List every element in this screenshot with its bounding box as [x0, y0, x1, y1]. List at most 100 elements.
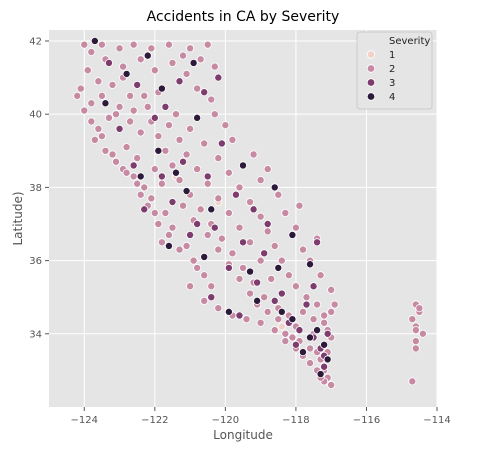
data-point-severity-4 — [189, 58, 198, 67]
data-point-severity-2 — [418, 329, 427, 338]
legend-marker-3 — [366, 78, 376, 87]
legend: Severity 1 2 3 4 — [356, 31, 433, 110]
data-point-severity-2 — [210, 62, 219, 71]
data-point-severity-3 — [214, 73, 223, 82]
data-point-severity-2 — [228, 249, 237, 258]
data-point-severity-2 — [161, 146, 170, 155]
data-point-severity-2 — [235, 223, 244, 232]
data-point-severity-3 — [161, 102, 170, 111]
data-point-severity-2 — [108, 80, 117, 89]
data-point-severity-2 — [126, 91, 135, 100]
data-point-severity-3 — [133, 80, 142, 89]
data-point-severity-3 — [140, 205, 149, 214]
data-point-severity-2 — [217, 234, 226, 243]
data-point-severity-2 — [330, 300, 339, 309]
data-point-severity-2 — [313, 300, 322, 309]
data-point-severity-3 — [129, 161, 138, 170]
data-point-severity-2 — [306, 344, 315, 353]
data-point-severity-3 — [320, 362, 329, 371]
data-point-severity-2 — [147, 194, 156, 203]
data-point-severity-2 — [182, 241, 191, 250]
data-point-severity-3 — [104, 58, 113, 67]
data-point-severity-2 — [104, 113, 113, 122]
data-point-severity-2 — [97, 40, 106, 49]
data-point-severity-2 — [242, 315, 251, 324]
data-point-severity-2 — [320, 311, 329, 320]
data-point-severity-4 — [207, 205, 216, 214]
data-point-severity-4 — [306, 260, 315, 269]
data-point-severity-4 — [316, 370, 325, 379]
data-point-severity-2 — [256, 318, 265, 327]
data-point-severity-4 — [277, 307, 286, 316]
data-point-severity-2 — [87, 117, 96, 126]
data-point-severity-2 — [327, 307, 336, 316]
data-point-severity-2 — [129, 106, 138, 115]
data-point-severity-2 — [80, 40, 89, 49]
data-point-severity-2 — [97, 91, 106, 100]
data-point-severity-2 — [129, 40, 138, 49]
data-point-severity-2 — [309, 315, 318, 324]
data-point-severity-2 — [112, 110, 121, 119]
data-point-severity-2 — [235, 274, 244, 283]
data-point-severity-4 — [306, 333, 315, 342]
data-point-severity-2 — [157, 179, 166, 188]
data-point-severity-2 — [214, 304, 223, 313]
data-point-severity-2 — [270, 241, 279, 250]
data-point-severity-2 — [274, 190, 283, 199]
data-point-severity-2 — [193, 165, 202, 174]
data-point-severity-4 — [298, 348, 307, 357]
data-point-severity-2 — [193, 263, 202, 272]
data-point-severity-4 — [320, 340, 329, 349]
data-point-severity-2 — [228, 135, 237, 144]
data-point-severity-3 — [323, 329, 332, 338]
data-point-severity-2 — [411, 344, 420, 353]
data-point-severity-2 — [136, 128, 145, 137]
legend-label-1: 1 — [389, 50, 395, 61]
data-point-severity-4 — [101, 99, 110, 108]
data-point-severity-2 — [284, 271, 293, 280]
data-point-severity-2 — [408, 315, 417, 324]
data-point-severity-2 — [101, 146, 110, 155]
x-tick-label: −114 — [423, 415, 450, 426]
x-tick-label: −124 — [71, 415, 98, 426]
y-axis-label: Latitude) — [11, 191, 25, 245]
data-point-severity-3 — [231, 190, 240, 199]
data-point-severity-2 — [140, 183, 149, 192]
legend-marker-4 — [366, 92, 376, 101]
data-point-severity-4 — [200, 252, 209, 261]
data-point-severity-4 — [154, 146, 163, 155]
data-point-severity-2 — [298, 245, 307, 254]
data-point-severity-2 — [150, 209, 159, 218]
data-point-severity-2 — [122, 143, 131, 152]
data-point-severity-2 — [411, 326, 420, 335]
data-point-severity-2 — [224, 209, 233, 218]
data-point-severity-2 — [256, 256, 265, 265]
data-point-severity-3 — [270, 296, 279, 305]
data-point-severity-3 — [193, 219, 202, 228]
data-point-severity-2 — [186, 282, 195, 291]
data-point-severity-2 — [203, 230, 212, 239]
legend-marker-1 — [366, 50, 376, 59]
data-point-severity-2 — [164, 230, 173, 239]
data-point-severity-3 — [313, 238, 322, 247]
data-point-severity-2 — [193, 84, 202, 93]
data-point-severity-4 — [288, 315, 297, 324]
data-point-severity-2 — [108, 150, 117, 159]
data-point-severity-2 — [157, 238, 166, 247]
data-point-severity-2 — [298, 307, 307, 316]
legend-label-2: 2 — [389, 64, 395, 75]
data-point-severity-2 — [246, 198, 255, 207]
data-point-severity-2 — [263, 307, 272, 316]
data-points — [73, 36, 427, 390]
data-point-severity-2 — [80, 106, 89, 115]
y-tick-label: 34 — [29, 329, 42, 340]
data-point-severity-4 — [157, 84, 166, 93]
data-point-severity-2 — [221, 121, 230, 130]
data-point-severity-4 — [171, 168, 180, 177]
data-point-severity-2 — [76, 84, 85, 93]
data-point-severity-1 — [277, 322, 286, 331]
data-point-severity-2 — [150, 165, 159, 174]
data-point-severity-3 — [238, 238, 247, 247]
data-point-severity-2 — [295, 201, 304, 210]
